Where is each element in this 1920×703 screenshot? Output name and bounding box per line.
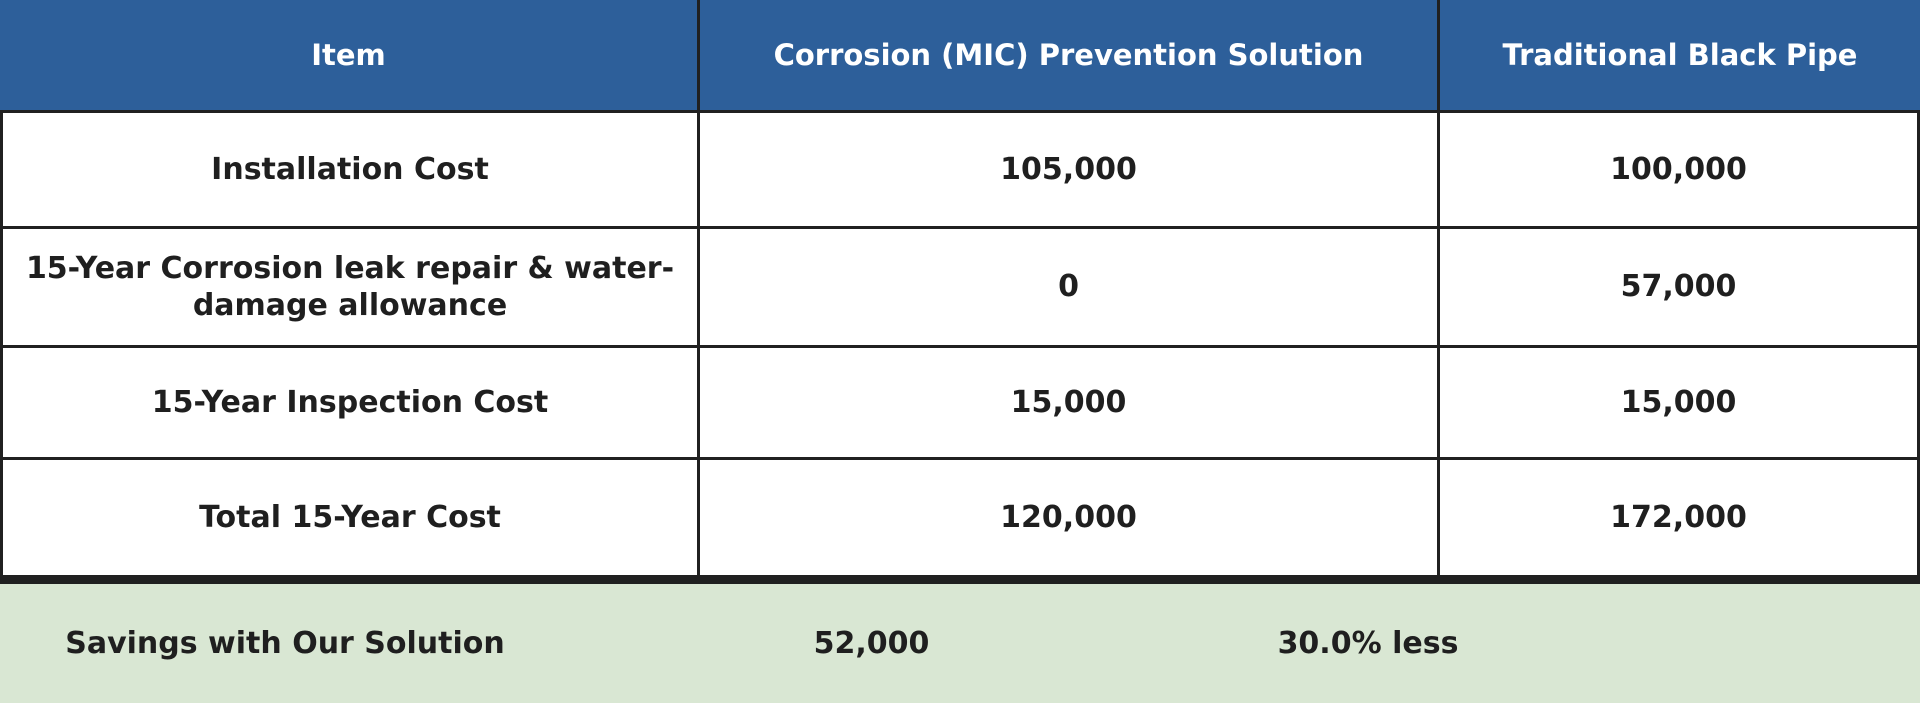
traditional-value: 15,000 (1440, 348, 1920, 460)
solution-value: 0 (700, 229, 1440, 348)
footer-label: Savings with Our Solution (0, 584, 570, 703)
header-cell-solution: Corrosion (MIC) Prevention Solution (700, 0, 1440, 113)
solution-value: 15,000 (700, 348, 1440, 460)
row-label: Installation Cost (0, 113, 700, 229)
table-row-total-cost: Total 15-Year Cost 120,000 172,000 (0, 460, 1920, 578)
traditional-value: 172,000 (1440, 460, 1920, 578)
solution-value: 105,000 (700, 113, 1440, 229)
table-row-installation-cost: Installation Cost 105,000 100,000 (0, 113, 1920, 229)
row-label: 15-Year Corrosion leak repair & water-da… (0, 229, 700, 348)
row-label: 15-Year Inspection Cost (0, 348, 700, 460)
traditional-value: 57,000 (1440, 229, 1920, 348)
header-cell-traditional: Traditional Black Pipe (1440, 0, 1920, 113)
traditional-value: 100,000 (1440, 113, 1920, 229)
table-row-inspection-cost: 15-Year Inspection Cost 15,000 15,000 (0, 348, 1920, 460)
table-row-leak-repair-allowance: 15-Year Corrosion leak repair & water-da… (0, 229, 1920, 348)
row-label: Total 15-Year Cost (0, 460, 700, 578)
table-footer-savings-row: Savings with Our Solution 52,000 30.0% l… (0, 578, 1920, 703)
solution-value: 120,000 (700, 460, 1440, 578)
header-cell-item: Item (0, 0, 700, 113)
table-header-row: Item Corrosion (MIC) Prevention Solution… (0, 0, 1920, 113)
footer-traditional-value: 30.0% less (1173, 584, 1563, 703)
footer-solution-value: 52,000 (570, 584, 1173, 703)
